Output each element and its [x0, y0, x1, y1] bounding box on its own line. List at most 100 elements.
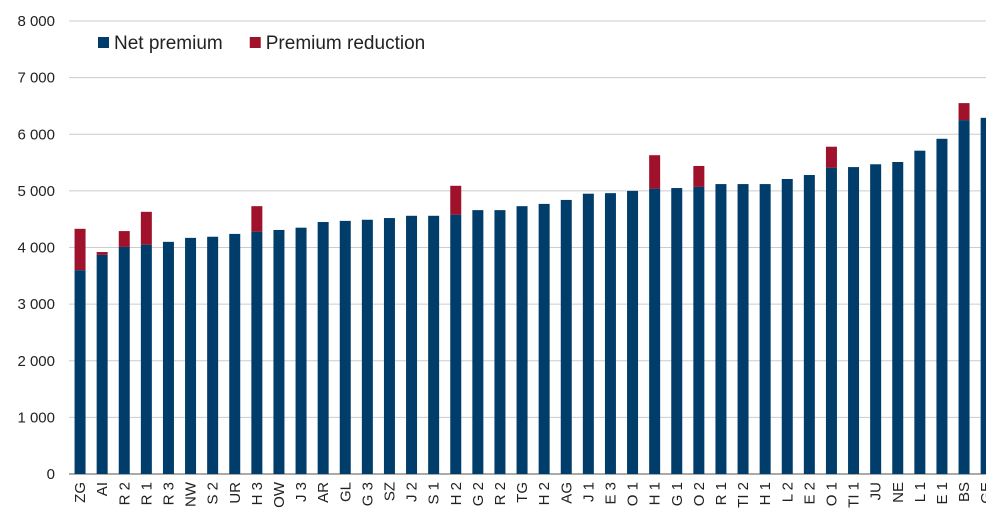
bar-segment [958, 103, 970, 121]
y-tick-label: 7 000 [17, 70, 55, 87]
bar-segment [406, 215, 418, 475]
bar-segment [715, 184, 727, 474]
x-tick-label: S 2 [205, 482, 222, 505]
bar-segment [538, 203, 550, 474]
bar-segment [383, 218, 395, 474]
x-tick-label: O 2 [691, 482, 708, 506]
bar-segment [892, 161, 904, 474]
x-tick-label: G 1 [669, 482, 686, 506]
x-tick-label: E 3 [602, 482, 619, 505]
x-tick-label: H 3 [249, 482, 266, 505]
bar-segment [229, 233, 241, 474]
bar-segment [604, 193, 616, 474]
bar-segment [649, 155, 661, 189]
bar-segment [582, 193, 594, 475]
bar-segment [825, 167, 837, 474]
x-tick-label: E 2 [801, 482, 818, 505]
bar-segment [118, 246, 130, 474]
x-tick-label: TI 2 [735, 482, 752, 508]
bar-segment [958, 120, 970, 474]
bar-segment [140, 211, 152, 245]
x-tick-label: SZ [381, 482, 398, 501]
bar-segment [472, 210, 484, 474]
bar-segment [825, 146, 837, 168]
legend-label: Net premium [114, 33, 223, 54]
bar-segment [759, 184, 771, 474]
x-tick-label: AR [315, 482, 332, 503]
bar-segment [295, 227, 307, 474]
x-tick-label: O 1 [625, 482, 642, 506]
x-tick-label: L 1 [912, 482, 929, 502]
x-tick-label: H 1 [757, 482, 774, 505]
y-tick-label: 3 000 [17, 296, 55, 313]
bar-segment [207, 236, 219, 474]
bar-segment [737, 184, 749, 474]
x-tick-label: AI [94, 482, 111, 496]
x-tick-label: GE [978, 482, 986, 504]
bar-segment [627, 190, 639, 474]
x-tick-label: R 2 [492, 482, 509, 505]
x-tick-label: UR [227, 482, 244, 504]
bar-segment [96, 254, 108, 474]
x-tick-label: J 3 [293, 482, 310, 502]
bar-segment [450, 214, 462, 474]
x-tick-label: ZG [72, 482, 89, 503]
bar-segment [936, 138, 948, 474]
bar-segment [693, 165, 705, 187]
bar-segment [848, 167, 860, 474]
bar-segment [494, 210, 506, 474]
x-tick-label: E 1 [934, 482, 951, 505]
x-tick-label: S 1 [426, 482, 443, 505]
x-tick-label: H 1 [647, 482, 664, 505]
x-tick-label: H 2 [536, 482, 553, 505]
bar-segment [118, 231, 130, 247]
bar-segment [361, 219, 373, 474]
bar-segment [251, 206, 263, 232]
bar-segment [914, 150, 926, 474]
bar-segment [185, 237, 197, 474]
x-tick-label: GL [337, 482, 354, 502]
y-tick-label: 0 [47, 466, 55, 483]
x-tick-label: R 3 [160, 482, 177, 505]
legend: Net premium Premium reduction [98, 33, 425, 54]
x-tick-label: L 2 [779, 482, 796, 502]
bar-segment [649, 188, 661, 475]
legend-swatch [98, 37, 109, 48]
x-tick-label: NE [890, 482, 907, 503]
bar-segment [560, 199, 572, 474]
x-tick-label: BS [956, 482, 973, 502]
bar-segment [870, 164, 882, 475]
bar-segment [980, 117, 986, 475]
x-tick-label: G 2 [470, 482, 487, 506]
y-tick-label: 5 000 [17, 183, 55, 200]
x-tick-label: R 2 [116, 482, 133, 505]
x-tick-label: AG [558, 482, 575, 504]
bar-segment [317, 222, 329, 474]
bar-segment [516, 206, 528, 474]
bar-segment [251, 231, 263, 474]
y-tick-label: 8 000 [17, 13, 55, 30]
x-tick-label: O 1 [823, 482, 840, 506]
x-tick-label: R 1 [138, 482, 155, 505]
bar-segment [162, 241, 174, 474]
y-tick-label: 2 000 [17, 353, 55, 370]
bar-segment [803, 175, 815, 474]
bar-segment [96, 252, 108, 255]
x-tick-label: NW [183, 481, 200, 507]
bar-segment [74, 270, 86, 474]
bar-segment [428, 215, 440, 475]
bar-segment [273, 229, 285, 474]
y-tick-label: 4 000 [17, 240, 55, 257]
x-tick-label: OW [271, 481, 288, 508]
bar-segment [140, 244, 152, 474]
bar-segment [781, 178, 793, 474]
x-tick-label: J 2 [404, 482, 421, 502]
bar-segment [74, 228, 86, 271]
x-tick-label: JU [868, 482, 885, 500]
legend-swatch [249, 37, 261, 48]
x-tick-label: H 2 [448, 482, 465, 505]
y-tick-label: 1 000 [17, 409, 55, 426]
bar-segment [339, 220, 351, 474]
x-tick-label: G 3 [359, 482, 376, 506]
